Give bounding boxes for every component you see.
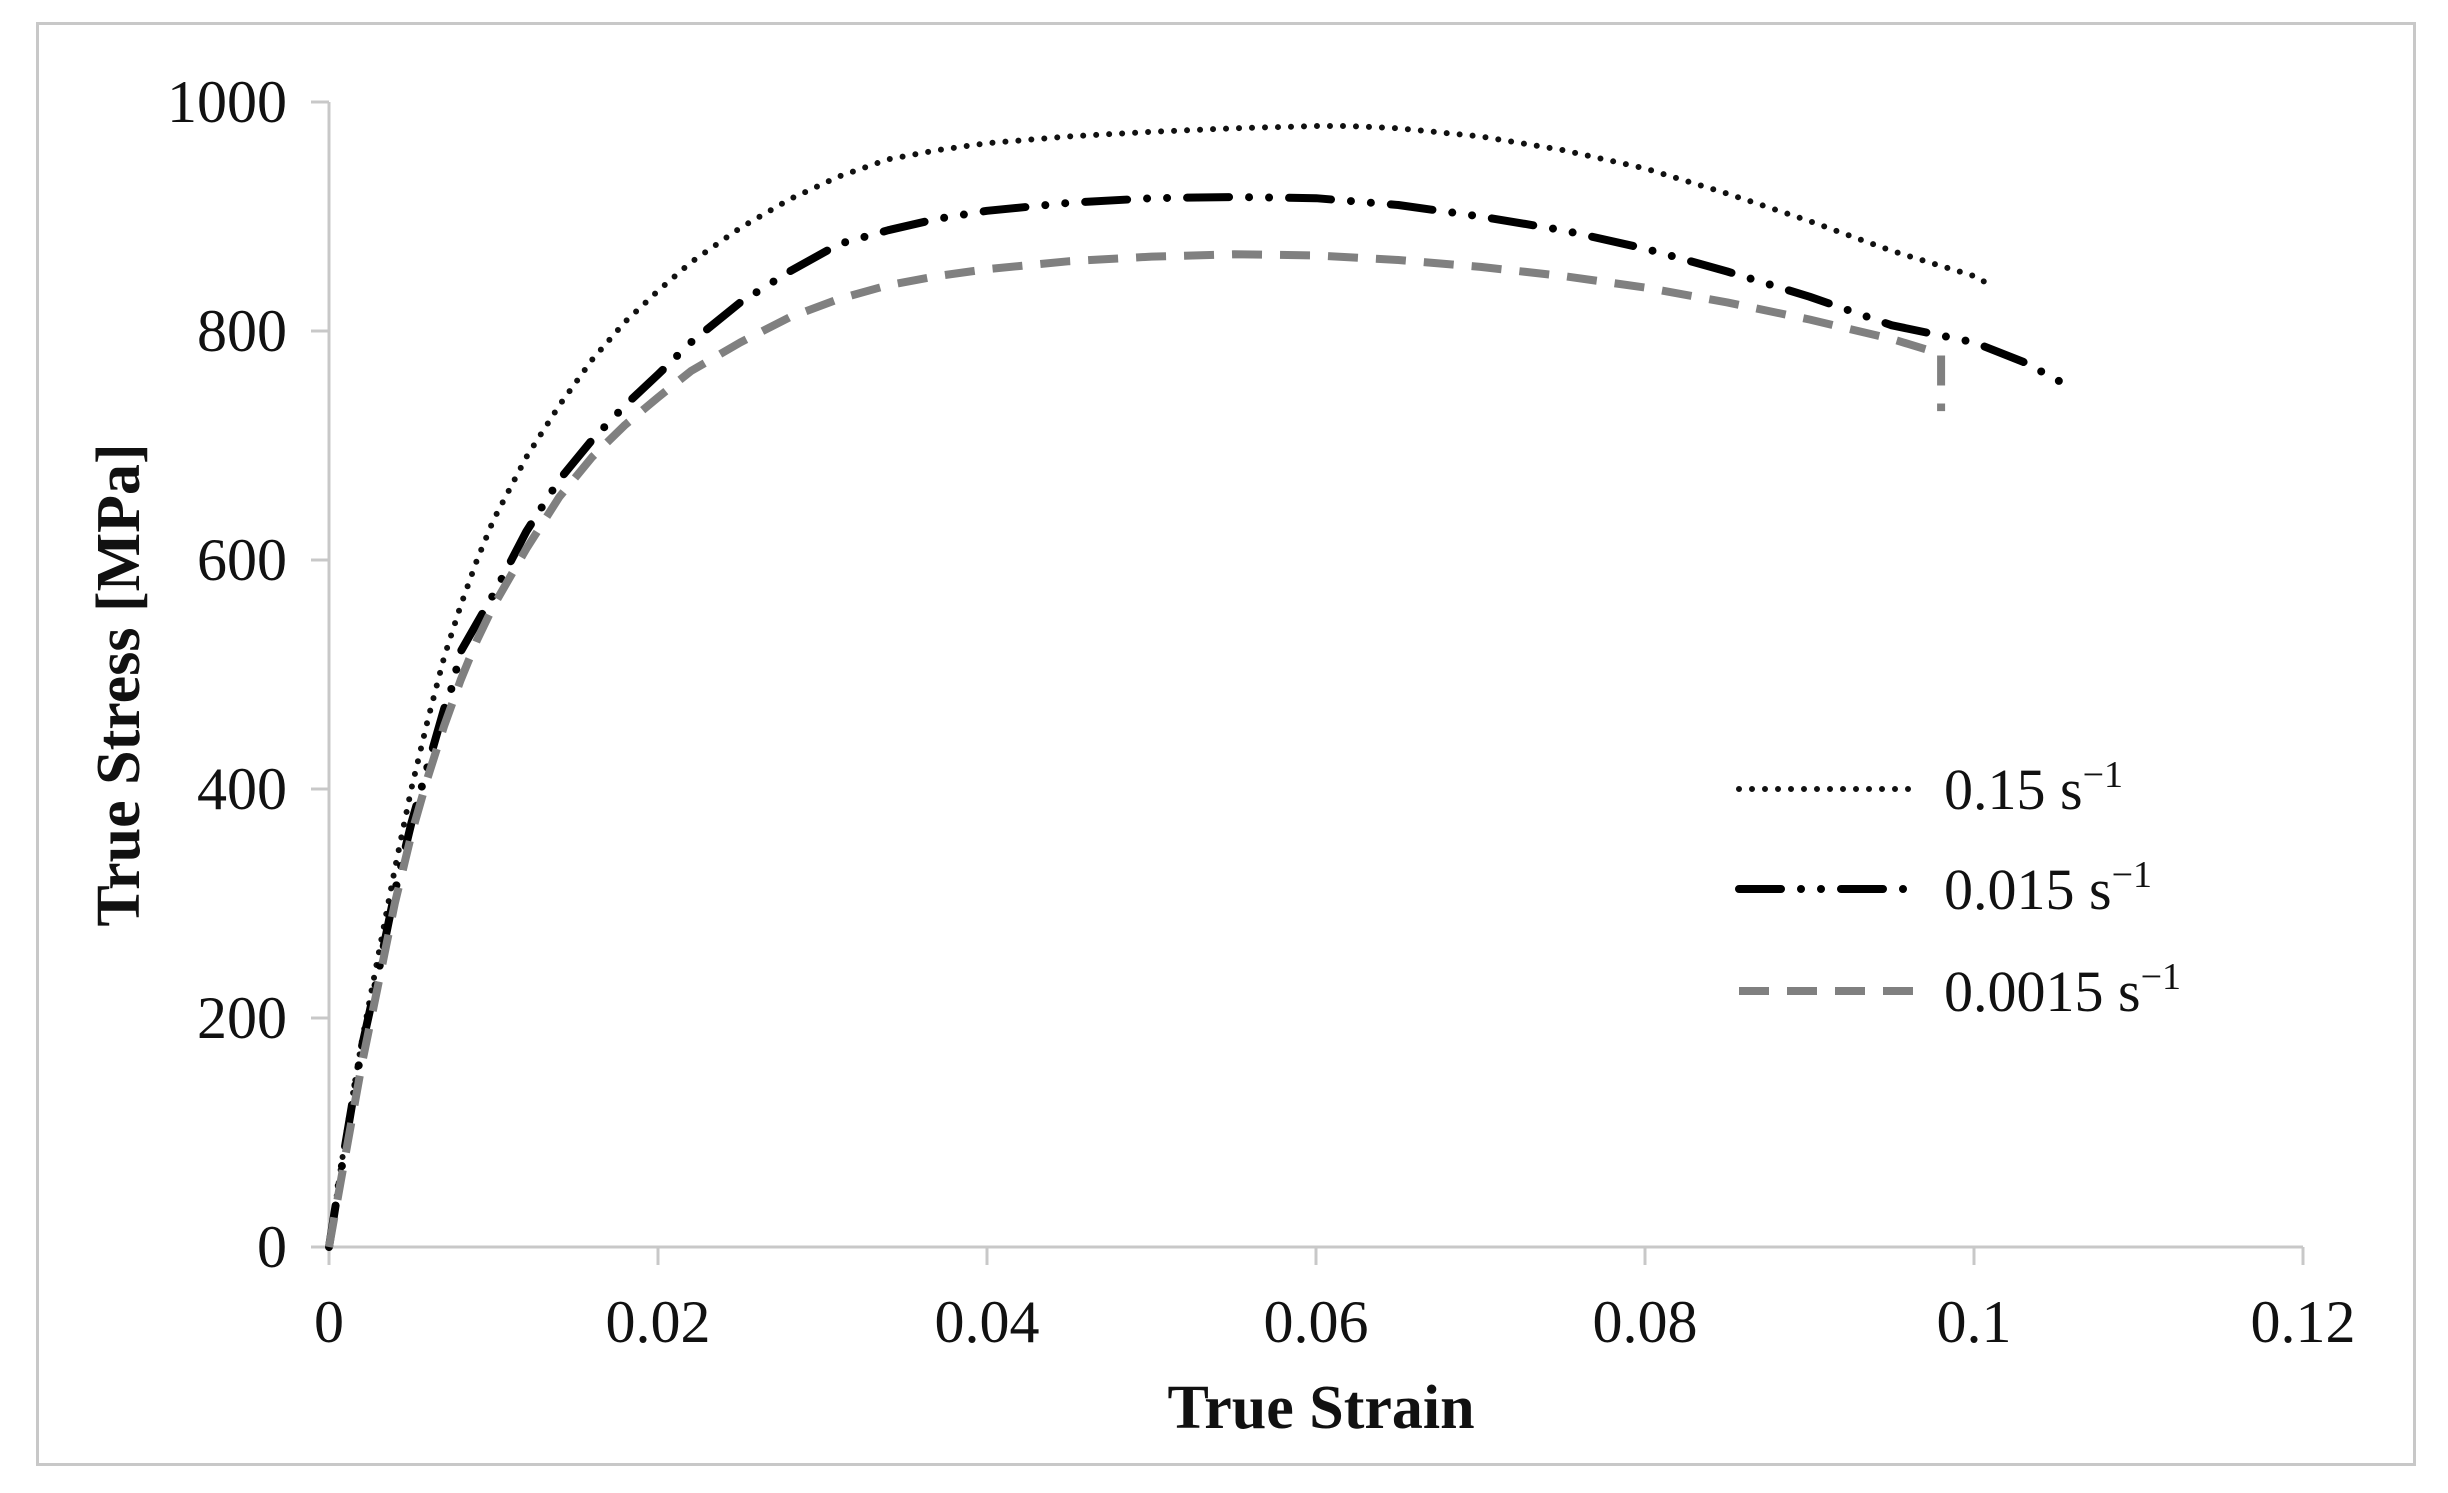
legend: 0.15 s−1 0.015 s−1 0.0015 s−1	[1735, 754, 2181, 1024]
legend-superscript: −1	[2141, 956, 2181, 998]
legend-label-2: 0.0015 s−1	[1944, 956, 2181, 1024]
chart-frame: 0 0.02 0.04 0.06 0.08 0.1 0.12 0 200 400 600 800 100…	[36, 22, 2416, 1466]
tick-labels: 0 0.02 0.04 0.06 0.08 0.1 0.12 0 200 400 600 800 100…	[167, 69, 2356, 1355]
y-tick-label: 0	[257, 1214, 287, 1280]
y-tick-label: 600	[197, 527, 287, 593]
x-tick-label: 0.04	[935, 1289, 1040, 1355]
y-tick-label: 1000	[167, 69, 287, 135]
legend-label-1: 0.015 s−1	[1944, 854, 2152, 922]
series-line-1	[325, 193, 2077, 1251]
legend-superscript: −1	[2083, 754, 2123, 796]
x-tick-label: 0.12	[2251, 1289, 2356, 1355]
data-series	[325, 123, 2077, 1251]
axes	[311, 100, 2305, 1265]
y-tick-label: 800	[197, 298, 287, 364]
x-axis-title: True Strain	[1167, 1374, 1474, 1442]
y-tick-label: 200	[197, 985, 287, 1051]
x-tick-label: 0.08	[1593, 1289, 1698, 1355]
y-tick-label: 400	[197, 756, 287, 822]
x-tick-label: 0.02	[606, 1289, 711, 1355]
x-tick-label: 0.1	[1937, 1289, 2012, 1355]
line-chart: 0 0.02 0.04 0.06 0.08 0.1 0.12 0 200 400 600 800 100…	[85, 69, 2356, 1442]
legend-superscript: −1	[2112, 854, 2152, 896]
legend-label-0: 0.15 s−1	[1944, 754, 2123, 822]
series-line-0	[326, 123, 1994, 1250]
y-axis-title: True Stress [MPa]	[85, 443, 153, 926]
series-line-2	[325, 250, 1946, 1248]
x-tick-label: 0	[314, 1289, 344, 1355]
x-tick-label: 0.06	[1264, 1289, 1369, 1355]
